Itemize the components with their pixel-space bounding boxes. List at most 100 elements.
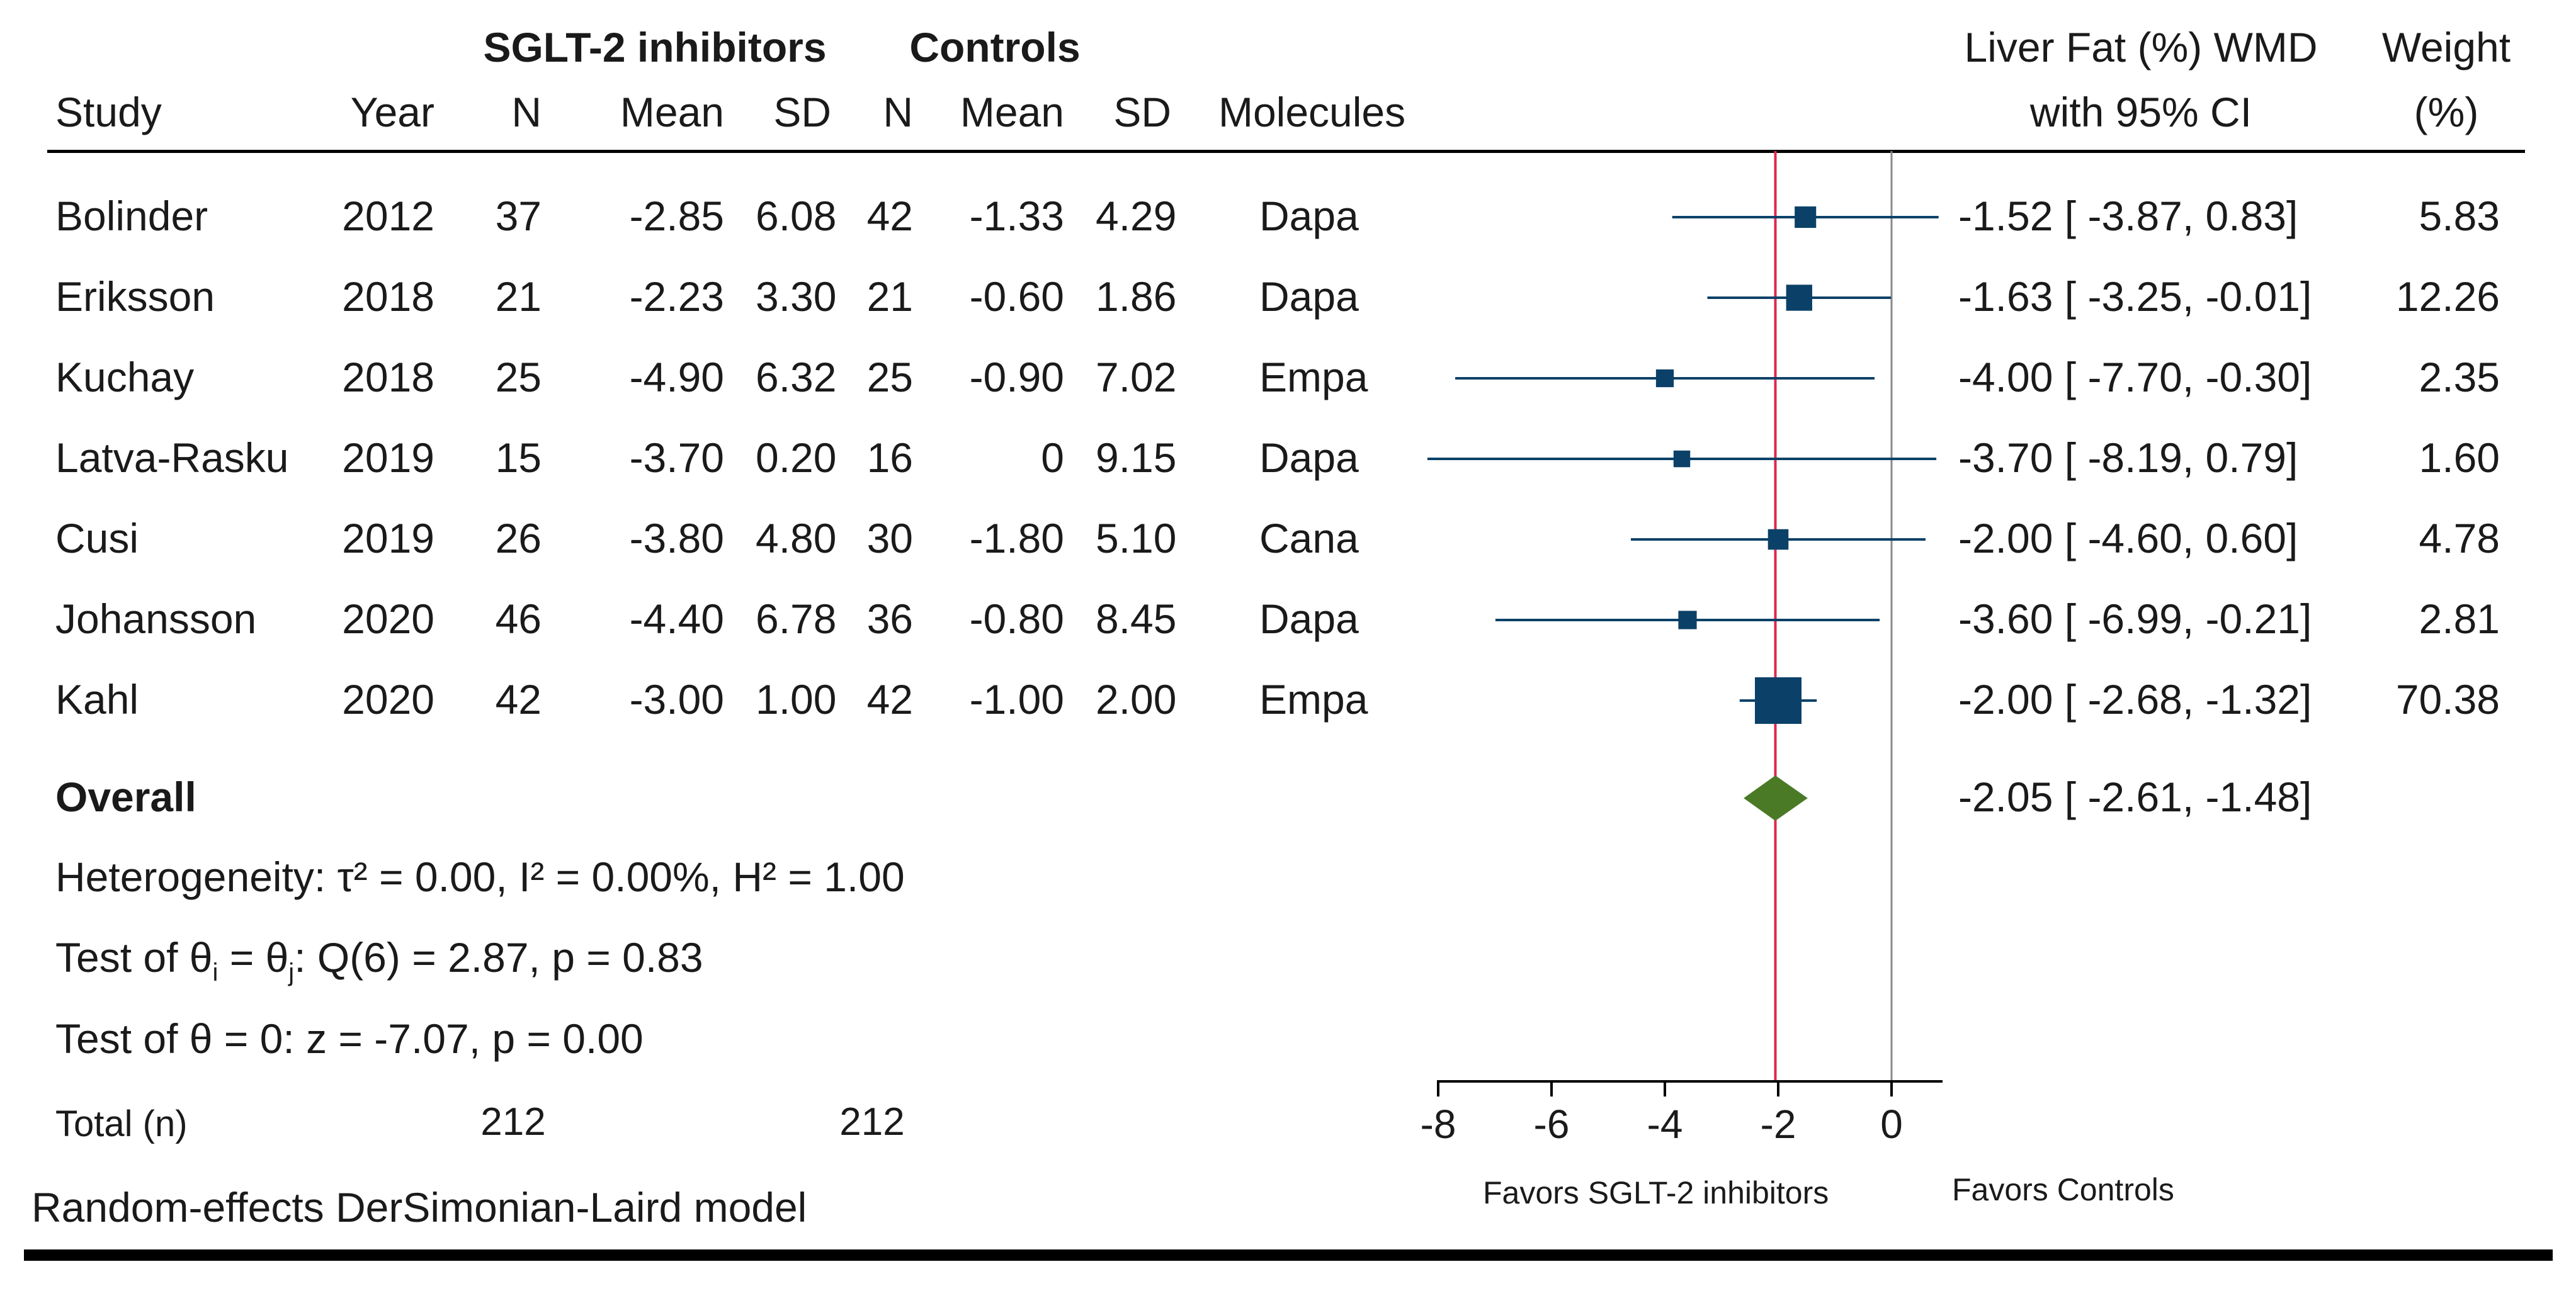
cell-mean-control: -1.00 <box>969 676 1064 723</box>
header-molecules: Molecules <box>1218 89 1406 135</box>
cell-n-control: 42 <box>866 193 913 239</box>
cell-study: Kuchay <box>55 354 195 400</box>
cell-year: 2019 <box>342 515 434 561</box>
cell-molecule: Dapa <box>1259 434 1359 481</box>
cell-sd-control: 8.45 <box>1096 595 1177 642</box>
x-tick-label: -8 <box>1421 1102 1456 1147</box>
favors-left-label: Favors SGLT-2 inhibitors <box>1483 1175 1829 1210</box>
cell-study: Cusi <box>55 515 139 561</box>
cell-year: 2020 <box>342 595 434 642</box>
cell-n-treatment: 15 <box>495 434 542 481</box>
cell-n-control: 42 <box>866 676 913 723</box>
cell-n-control: 16 <box>866 434 913 481</box>
cell-ci-text: -2.00 [ -2.68, -1.32] <box>1958 676 2312 723</box>
cell-n-control: 25 <box>866 354 913 400</box>
header-year: Year <box>350 89 434 135</box>
cell-ci-text: -2.00 [ -4.60, 0.60] <box>1958 515 2298 561</box>
cell-n-treatment: 25 <box>495 354 542 400</box>
effect-marker-latva-rasku <box>1673 450 1691 468</box>
test-theta-zero: Test of θ = 0: z = -7.07, p = 0.00 <box>55 1015 644 1062</box>
x-tick-label: 0 <box>1880 1102 1903 1147</box>
cell-n-control: 21 <box>866 273 913 320</box>
cell-sd-treatment: 1.00 <box>756 676 837 723</box>
cell-mean-treatment: -3.00 <box>629 676 724 723</box>
cell-ci-text: -3.70 [ -8.19, 0.79] <box>1958 434 2298 481</box>
cell-mean-control: -1.33 <box>969 193 1064 239</box>
cell-n-treatment: 26 <box>495 515 542 561</box>
cell-mean-control: -0.60 <box>969 273 1064 320</box>
header-study: Study <box>55 89 162 135</box>
header-n-treatment: N <box>511 89 542 135</box>
cell-ci-text: -4.00 [ -7.70, -0.30] <box>1958 354 2312 400</box>
overall-ci-text: -2.05 [ -2.61, -1.48] <box>1958 774 2312 820</box>
cell-mean-treatment: -3.80 <box>629 515 724 561</box>
cell-sd-treatment: 3.30 <box>756 273 837 320</box>
cell-year: 2019 <box>342 434 434 481</box>
model-footer: Random-effects DerSimonian-Laird model <box>31 1184 807 1231</box>
cell-molecule: Dapa <box>1259 193 1359 239</box>
cell-mean-control: -0.80 <box>969 595 1064 642</box>
cell-weight: 2.81 <box>2419 595 2500 642</box>
test-theta-sub-i: i <box>212 959 218 987</box>
cell-mean-treatment: -2.85 <box>629 193 724 239</box>
cell-weight: 4.78 <box>2419 515 2500 561</box>
cell-sd-control: 5.10 <box>1096 515 1177 561</box>
cell-weight: 12.26 <box>2395 273 2500 320</box>
x-tick-label: -4 <box>1647 1102 1683 1147</box>
test-theta-equal: Test of θi = θj: Q(6) = 2.87, p = 0.83 <box>55 937 703 985</box>
header-mean-control: Mean <box>960 89 1064 135</box>
cell-mean-treatment: -2.23 <box>629 273 724 320</box>
cell-sd-control: 2.00 <box>1096 676 1177 723</box>
cell-n-treatment: 46 <box>495 595 542 642</box>
effect-marker-bolinder <box>1795 206 1817 228</box>
cell-n-treatment: 37 <box>495 193 542 239</box>
cell-study: Bolinder <box>55 193 208 239</box>
bottom-rule <box>24 1249 2553 1261</box>
cell-study: Johansson <box>55 595 257 642</box>
cell-sd-treatment: 4.80 <box>756 515 837 561</box>
cell-weight: 2.35 <box>2419 354 2500 400</box>
cell-mean-treatment: -4.90 <box>629 354 724 400</box>
effect-marker-eriksson <box>1786 285 1812 311</box>
cell-sd-control: 1.86 <box>1096 273 1177 320</box>
cell-molecule: Dapa <box>1259 595 1359 642</box>
cell-mean-control: -0.90 <box>969 354 1064 400</box>
header-rule <box>47 150 2525 153</box>
cell-year: 2020 <box>342 676 434 723</box>
cell-molecule: Dapa <box>1259 273 1359 320</box>
cell-mean-control: 0 <box>1041 434 1064 481</box>
cell-n-treatment: 42 <box>495 676 542 723</box>
cell-ci-text: -3.60 [ -6.99, -0.21] <box>1958 595 2312 642</box>
cell-molecule: Empa <box>1259 676 1368 723</box>
cell-study: Latva-Rasku <box>55 434 289 481</box>
cell-sd-control: 7.02 <box>1096 354 1177 400</box>
effect-marker-cusi <box>1767 529 1789 550</box>
effect-marker-kahl <box>1755 677 1801 724</box>
favors-right-label: Favors Controls <box>1952 1172 2174 1207</box>
header-group-treatment: SGLT-2 inhibitors <box>483 24 827 70</box>
x-tick-label: -6 <box>1534 1102 1570 1147</box>
cell-weight: 5.83 <box>2419 193 2500 239</box>
cell-n-control: 30 <box>866 515 913 561</box>
header-effect-line1: Liver Fat (%) WMD <box>1964 24 2318 70</box>
test-theta-rest: : Q(6) = 2.87, p = 0.83 <box>294 934 703 981</box>
header-sd-treatment: SD <box>773 89 831 135</box>
x-tick-label: -2 <box>1761 1102 1796 1147</box>
cell-year: 2012 <box>342 193 434 239</box>
total-n-label: Total (n) <box>55 1103 188 1144</box>
cell-mean-treatment: -4.40 <box>629 595 724 642</box>
cell-molecule: Cana <box>1259 515 1359 561</box>
overall-label: Overall <box>55 774 196 820</box>
cell-year: 2018 <box>342 354 434 400</box>
header-group-control: Controls <box>909 24 1081 70</box>
cell-n-control: 36 <box>866 595 913 642</box>
heterogeneity-text: Heterogeneity: τ² = 0.00, I² = 0.00%, H²… <box>55 854 905 900</box>
total-n-treatment: 212 <box>480 1100 546 1144</box>
cell-molecule: Empa <box>1259 354 1368 400</box>
test-theta-eq: = θ <box>218 934 289 981</box>
cell-ci-text: -1.63 [ -3.25, -0.01] <box>1958 273 2312 320</box>
cell-weight: 70.38 <box>2395 676 2500 723</box>
cell-sd-treatment: 6.08 <box>756 193 837 239</box>
cell-ci-text: -1.52 [ -3.87, 0.83] <box>1958 193 2298 239</box>
